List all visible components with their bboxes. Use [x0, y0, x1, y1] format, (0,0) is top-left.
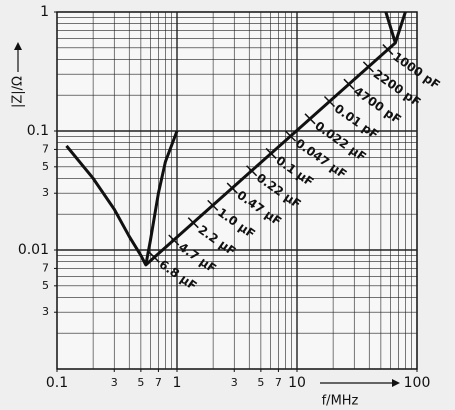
cap-tick: [304, 113, 316, 125]
y-tick-label: 5: [42, 279, 49, 292]
y-tick-label: 3: [42, 305, 49, 318]
marks: [65, 11, 407, 267]
cap-tick: [246, 165, 258, 177]
cap-tick: [226, 182, 238, 194]
x-tick-label: 5: [137, 376, 144, 389]
cap-tick: [265, 147, 277, 159]
y-tick-label: 7: [42, 142, 49, 155]
x-axis-arrowhead: [392, 379, 400, 387]
y-tick-label: 5: [42, 160, 49, 173]
y-axis-label: |Z|/Ω: [11, 76, 26, 108]
x-axis-label: f/MHz: [322, 394, 359, 409]
cap-tick: [382, 44, 394, 56]
x-tick-label: 10: [288, 375, 306, 391]
cap-tick: [148, 251, 160, 263]
y-tick-label: 0.01: [18, 242, 49, 258]
x-tick-label: 3: [231, 376, 238, 389]
y-tick-label: 7: [42, 261, 49, 274]
cap-tick: [362, 61, 374, 73]
x-tick-label: 5: [257, 376, 264, 389]
y-tick-label: 3: [42, 186, 49, 199]
x-tick-label: 7: [275, 376, 282, 389]
x-tick-label: 100: [404, 375, 431, 391]
x-tick-label: 7: [155, 376, 162, 389]
x-tick-label: 1: [173, 375, 182, 391]
y-tick-label: 0.1: [27, 123, 49, 139]
x-tick-label: 0.1: [46, 375, 68, 391]
cap-tick: [207, 199, 219, 211]
series-line: [65, 130, 179, 267]
cap-tick: [285, 130, 297, 142]
plot-area: [56, 11, 418, 370]
cap-tick: [323, 95, 336, 108]
cap-tick: [168, 234, 180, 246]
cap-tick: [187, 217, 199, 229]
series-line: [384, 11, 407, 45]
grid: [54, 11, 418, 372]
cap-tick: [343, 78, 355, 90]
x-tick-label: 3: [111, 376, 118, 389]
y-tick-label: 1: [40, 4, 49, 20]
y-axis-arrowhead: [14, 42, 22, 50]
